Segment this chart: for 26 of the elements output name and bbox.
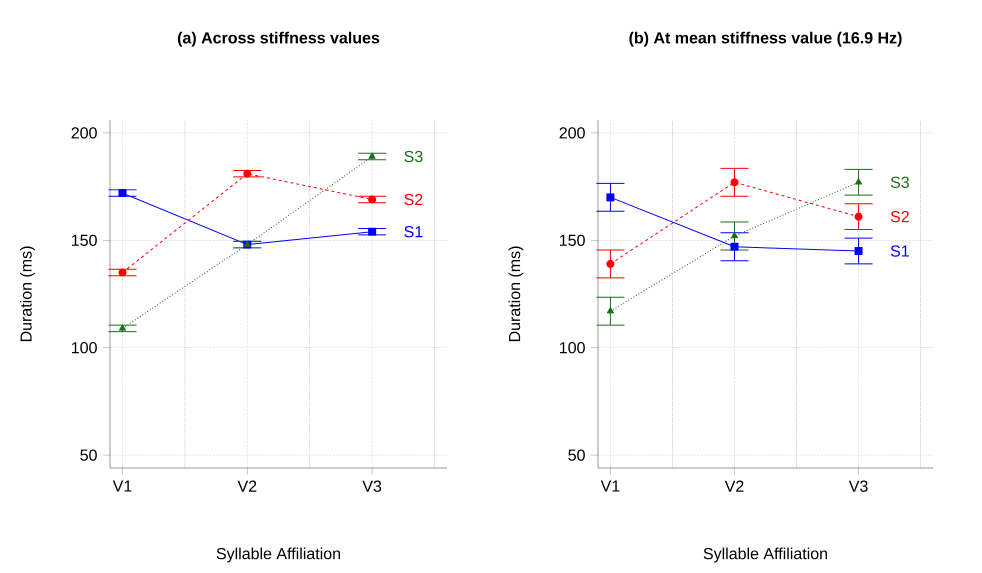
y-tick-label: 200 (72, 127, 97, 139)
series-label: S3 (890, 176, 909, 188)
y-tick-label: 200 (560, 127, 585, 139)
x-axis-title: Syllable Affiliation (704, 548, 828, 562)
chart-title: (b) At mean stiffness value (16.9 Hz) (629, 32, 902, 47)
y-tick-label: 150 (560, 234, 585, 246)
series-label: S3 (404, 150, 423, 162)
y-tick-label: 100 (72, 342, 97, 354)
series-label: S1 (890, 245, 909, 257)
y-axis-title: Duration (ms) (20, 246, 35, 342)
y-tick-label: 100 (560, 342, 585, 354)
series-label: S2 (890, 211, 909, 222)
chart-title: (a) Across stiffness values (178, 32, 380, 47)
y-tick-label: 150 (72, 234, 97, 246)
y-tick-label: 50 (568, 449, 585, 461)
x-tick-label: V2 (724, 480, 744, 492)
series-label: S1 (404, 226, 422, 238)
x-tick-label: V3 (362, 480, 382, 492)
x-tick-label: V1 (112, 480, 132, 492)
x-axis-title: Syllable Affiliation (216, 548, 340, 562)
series-label: S2 (404, 194, 422, 206)
x-tick-label: V3 (848, 480, 868, 492)
x-tick-label: V1 (600, 480, 620, 492)
x-tick-label: V2 (238, 480, 256, 492)
y-tick-label: 50 (80, 449, 97, 461)
y-axis-title: Duration (ms) (508, 246, 524, 342)
